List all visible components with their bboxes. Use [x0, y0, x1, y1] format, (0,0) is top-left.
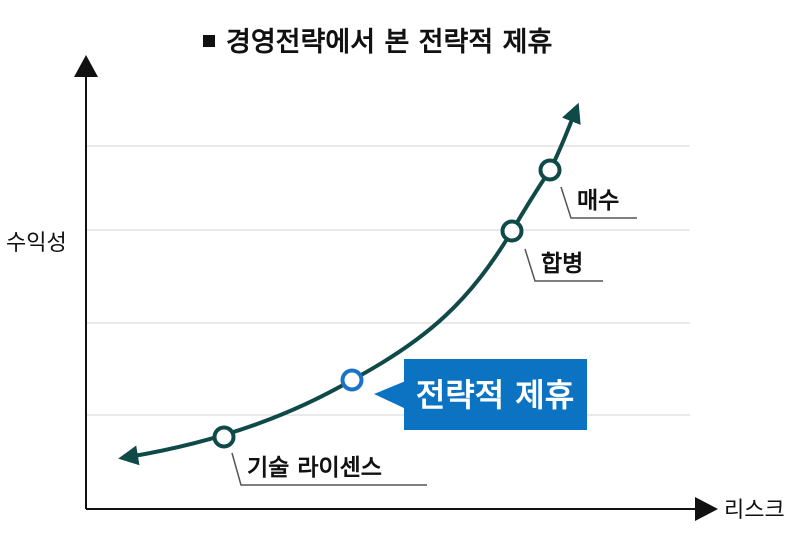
highlight-callout-box — [404, 359, 587, 430]
stage-point-license — [212, 425, 236, 449]
label-leader-line — [231, 452, 427, 486]
stage-label-license: 기술 라이센스 — [247, 455, 382, 481]
label-leader-line — [524, 248, 603, 282]
title-bullet-icon — [203, 35, 215, 47]
y-axis-label: 수익성 — [6, 231, 67, 256]
label-leader-line — [560, 186, 637, 219]
x-axis-label: 리스크 — [724, 498, 785, 523]
stage-label-acquisition: 매수 — [577, 188, 619, 214]
x-axis-arrow-icon — [695, 497, 718, 521]
stage-point-merger — [500, 219, 524, 243]
callout-pointer-icon — [374, 380, 408, 409]
y-axis-arrow-icon — [74, 55, 98, 77]
stage-point-alliance — [340, 368, 364, 392]
stage-label-alliance: 전략적 제휴 — [416, 376, 574, 414]
stage-point-acquisition — [538, 158, 562, 182]
diagram-title: 경영전략에서 본 전략적 제휴 — [226, 27, 552, 58]
stage-label-merger: 합병 — [541, 251, 583, 277]
